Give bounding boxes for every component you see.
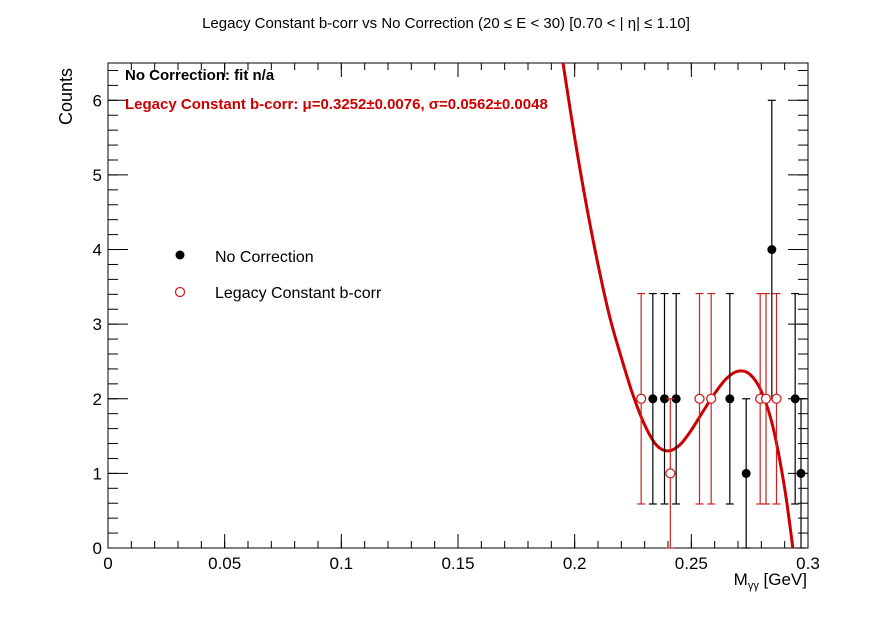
x-tick-label: 0.2	[563, 554, 587, 573]
y-tick-label: 5	[93, 166, 102, 185]
data-point	[796, 468, 806, 478]
y-tick-label: 0	[93, 539, 102, 558]
legend: No Correction Legacy Constant b-corr	[174, 249, 382, 302]
x-axis-label-main: M	[734, 570, 748, 589]
x-tick-label: 0.15	[441, 554, 474, 573]
axis-ticks: 0 0.05 0.1 0.15 0.2 0.25 0.3 0 1 2 3 4 5 6	[93, 63, 820, 573]
annotation-no-correction: No Correction: fit n/a	[125, 67, 275, 84]
y-tick-label: 6	[93, 91, 102, 110]
fit-curve	[561, 63, 795, 548]
legend-label-no-correction: No Correction	[215, 249, 314, 266]
legend-marker-no-correction	[175, 250, 185, 260]
chart-title: Legacy Constant b-corr vs No Correction …	[202, 15, 690, 32]
y-tick-label: 4	[93, 241, 102, 260]
data-point	[790, 394, 800, 404]
data-point	[665, 468, 676, 479]
x-axis-label: Mγγ [GeV]	[734, 570, 807, 592]
series-legacy-constant-b-corr	[636, 292, 782, 549]
x-tick-label: 0.1	[330, 554, 354, 573]
y-tick-label: 2	[93, 390, 102, 409]
legend-label-legacy: Legacy Constant b-corr	[215, 285, 382, 302]
x-axis-label-subscript: γγ	[748, 580, 760, 592]
legend-marker-legacy	[174, 286, 186, 298]
x-axis-label-unit: [GeV]	[759, 570, 807, 589]
x-tick-label: 0.25	[675, 554, 708, 573]
data-point	[767, 245, 777, 255]
x-tick-label: 0	[103, 554, 112, 573]
data-point	[648, 394, 658, 404]
data-point	[706, 393, 717, 404]
data-point	[660, 394, 669, 404]
y-tick-label: 1	[93, 464, 102, 483]
data-point	[760, 393, 772, 404]
data-point	[771, 393, 782, 404]
x-tick-label: 0.3	[796, 554, 820, 573]
data-point	[694, 393, 705, 404]
data-points	[636, 99, 806, 549]
annotation-legacy-fit: Legacy Constant b-corr: μ=0.3252±0.0076,…	[125, 96, 548, 113]
x-tick-label: 0.05	[208, 554, 241, 573]
series-no-correction	[648, 99, 806, 549]
data-point	[725, 394, 735, 404]
y-tick-label: 3	[93, 315, 102, 334]
data-point	[636, 393, 647, 404]
fit-curve-group	[561, 63, 795, 548]
y-axis-label: Counts	[56, 68, 76, 125]
data-point	[741, 468, 751, 478]
data-point	[671, 394, 681, 404]
